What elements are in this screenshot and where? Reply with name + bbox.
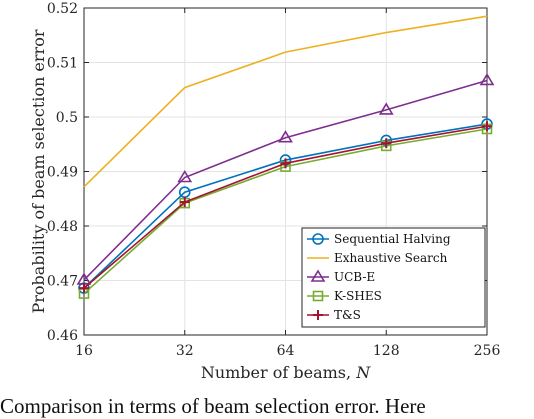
legend-label: Sequential Halving — [334, 232, 451, 246]
legend-box — [301, 227, 486, 328]
x-axis-label: Number of beams, N — [201, 363, 371, 382]
data-point-t-s — [280, 158, 291, 169]
y-tick-label: 0.48 — [47, 219, 78, 235]
figure-caption: Comparison in terms of beam selection er… — [0, 394, 426, 418]
legend-marker — [310, 269, 326, 282]
y-tick-label: 0.49 — [47, 165, 78, 181]
data-point-t-s — [79, 283, 89, 294]
legend-label: UCB-E — [334, 270, 375, 284]
legend-label: T&S — [334, 308, 361, 322]
legend-marker — [312, 290, 324, 302]
series-layer — [76, 15, 495, 299]
data-point-ucb-e — [278, 130, 293, 143]
data-point-ucb-e — [378, 102, 394, 115]
y-tick-label: 0.47 — [47, 274, 78, 290]
x-tick-label: 32 — [176, 343, 194, 359]
y-tick-label: 0.52 — [47, 1, 78, 17]
legend-marker — [313, 310, 323, 320]
x-tick-label: 16 — [75, 343, 93, 359]
x-tick-label: 64 — [277, 343, 295, 359]
y-tick-label: 0.46 — [47, 328, 78, 344]
data-point-t-s — [179, 197, 190, 208]
legend-marker — [312, 233, 324, 245]
data-point-t-s — [381, 138, 392, 149]
data-point-ucb-e — [177, 169, 193, 183]
data-point-t-s — [482, 121, 492, 132]
y-tick-label: 0.5 — [56, 110, 78, 126]
axis-ticks: 0.46 0.47 0.48 0.49 0.5 0.51 0.52 16 32 64 128 256 — [47, 1, 501, 359]
data-point-ucb-e — [479, 72, 495, 86]
y-axis-label: Probability of beam selection error — [29, 29, 48, 313]
legend-label: K-SHES — [334, 289, 382, 303]
series-line-ucb-e — [83, 79, 488, 281]
legend: Sequential Halving Exhaustive Search UCB-E… — [301, 227, 486, 328]
x-tick-label: 128 — [373, 343, 400, 359]
legend-label: Exhaustive Search — [334, 251, 448, 265]
y-tick-label: 0.51 — [47, 56, 78, 72]
series-line-exhaustive-search — [83, 15, 488, 188]
x-tick-label: 256 — [474, 343, 501, 359]
